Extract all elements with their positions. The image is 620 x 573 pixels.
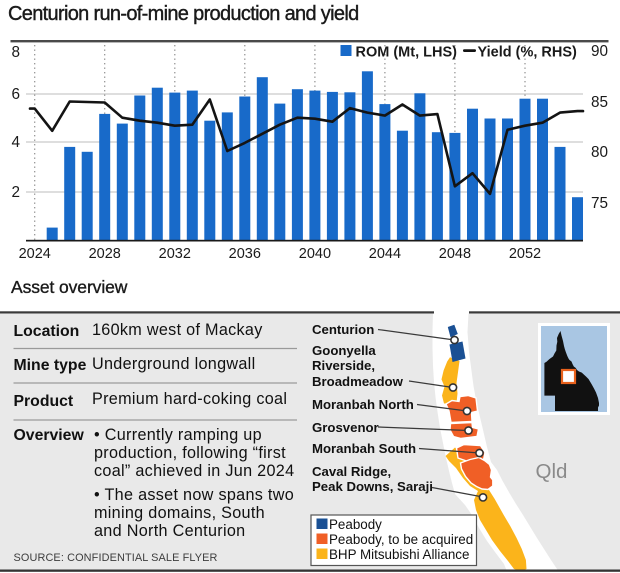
- svg-text:90: 90: [591, 43, 608, 60]
- svg-text:2040: 2040: [299, 246, 331, 262]
- svg-text:85: 85: [591, 94, 608, 111]
- svg-text:2036: 2036: [229, 246, 261, 262]
- svg-text:2: 2: [11, 184, 20, 201]
- svg-text:2052: 2052: [509, 246, 541, 262]
- svg-text:4: 4: [11, 134, 20, 151]
- svg-text:6: 6: [11, 86, 20, 103]
- svg-text:2044: 2044: [369, 246, 401, 262]
- svg-text:2028: 2028: [89, 246, 121, 262]
- svg-text:2032: 2032: [159, 246, 191, 262]
- svg-text:Qld: Qld: [536, 460, 568, 483]
- svg-text:75: 75: [591, 195, 608, 212]
- svg-text:80: 80: [591, 144, 608, 161]
- svg-text:Yield (%, RHS): Yield (%, RHS): [478, 45, 578, 61]
- svg-text:ROM (Mt, LHS): ROM (Mt, LHS): [356, 45, 458, 61]
- svg-text:2048: 2048: [439, 246, 471, 262]
- svg-text:2024: 2024: [19, 246, 51, 262]
- svg-text:8: 8: [11, 44, 20, 61]
